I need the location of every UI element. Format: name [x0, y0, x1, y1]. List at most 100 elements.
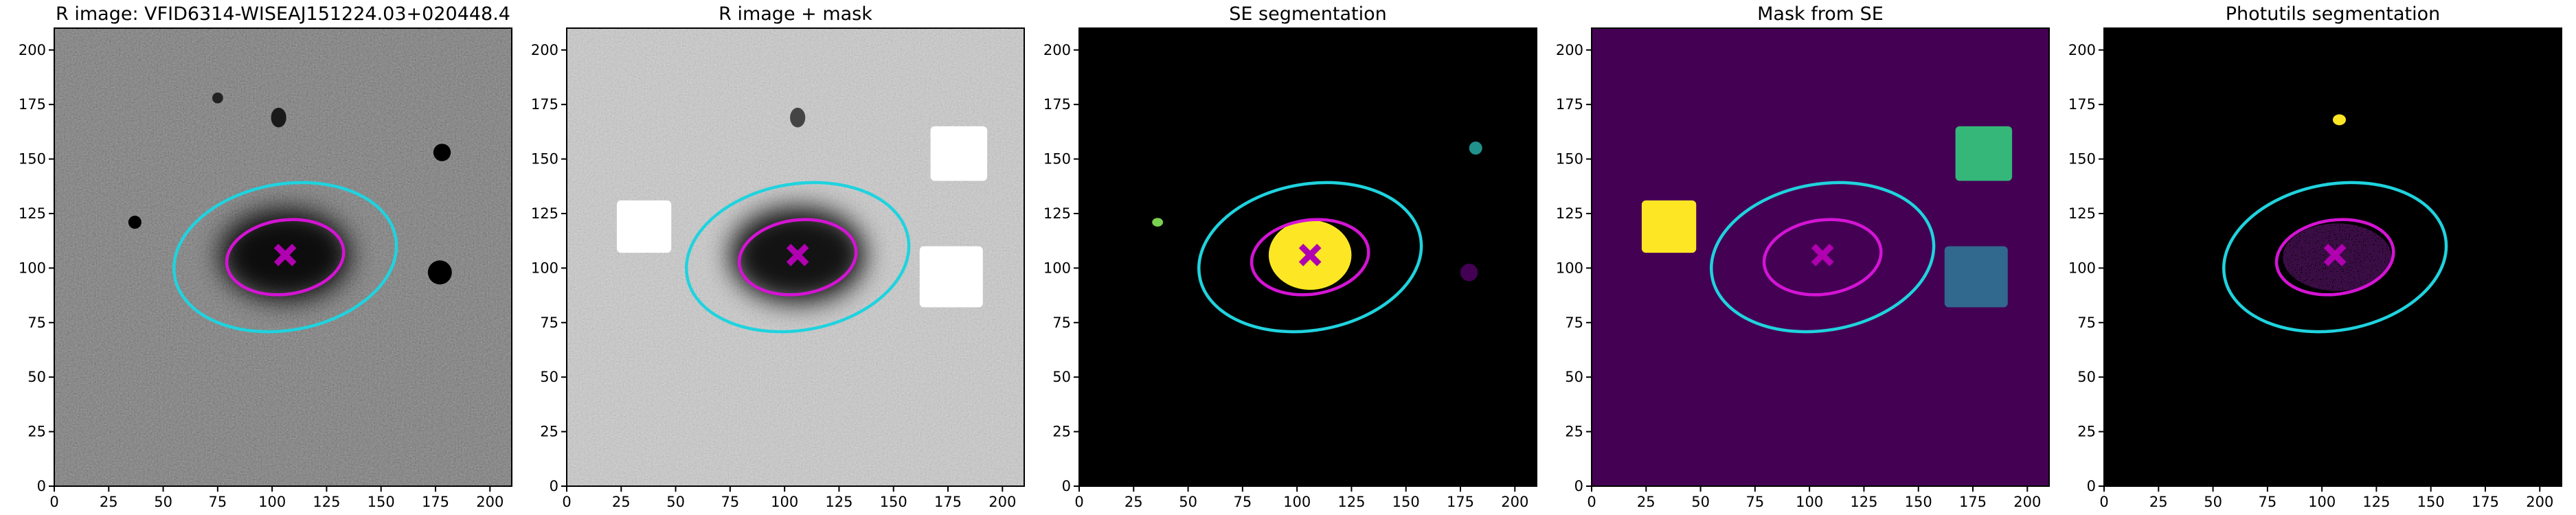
x-tick-label: 0: [562, 494, 571, 510]
axes-frame: [566, 27, 1025, 487]
x-tick-label: 150: [880, 494, 907, 510]
y-tick-label: 150: [1043, 151, 1071, 168]
y-tick-label: 175: [1556, 96, 1583, 113]
y-tick-label: 75: [540, 314, 558, 331]
x-tick-label: 150: [368, 494, 395, 510]
panel: R image: VFID6314-WISEAJ151224.03+020448…: [19, 3, 512, 510]
source: [2333, 114, 2347, 126]
source: [1460, 264, 1478, 282]
x-tick-label: 50: [1691, 494, 1710, 510]
x-tick-label: 200: [476, 494, 504, 510]
aperture-ellipse: [1710, 181, 1936, 334]
mask-region: [1944, 246, 2008, 308]
x-tick-label: 100: [2308, 494, 2336, 510]
panel-title: Mask from SE: [1757, 3, 1884, 25]
y-tick-label: 0: [2087, 478, 2096, 494]
panel: Mask from SE 0 25 50 75 100 125 150 175 200 0 25 50 7…: [1556, 3, 2050, 510]
axes-frame: [1078, 27, 1537, 487]
source: [1469, 141, 1482, 155]
aperture-ellipse: [1762, 218, 1883, 297]
panel-title: R image: VFID6314-WISEAJ151224.03+020448…: [56, 3, 510, 25]
x-tick-label: 25: [612, 494, 631, 510]
mask-region: [919, 246, 983, 308]
axes-frame: [2103, 27, 2562, 487]
y-tick-label: 200: [531, 42, 558, 58]
y-tick-label: 150: [531, 151, 558, 168]
y-tick-label: 75: [2077, 314, 2096, 331]
axes-frame: [54, 27, 512, 487]
center-marker: [786, 243, 809, 266]
x-tick-label: 50: [154, 494, 172, 510]
x-tick-label: 175: [2472, 494, 2499, 510]
source: [128, 216, 142, 229]
y-tick-label: 75: [27, 314, 46, 331]
x-tick-label: 100: [1283, 494, 1311, 510]
source: [433, 144, 451, 161]
x-tick-label: 50: [2204, 494, 2222, 510]
center-marker: [273, 243, 297, 266]
x-tick-label: 25: [1637, 494, 1656, 510]
center-marker: [1811, 243, 1834, 266]
source: [427, 260, 452, 285]
x-tick-label: 150: [2417, 494, 2445, 510]
x-tick-label: 75: [1233, 494, 1252, 510]
panel: SE segmentation 0 25 50 75 100 125 150 175 200 0 25…: [1043, 3, 1537, 510]
aperture-ellipse: [1197, 181, 1423, 334]
y-tick-label: 200: [1043, 42, 1071, 58]
x-tick-label: 100: [1796, 494, 1823, 510]
x-tick-label: 0: [1587, 494, 1596, 510]
image-area: [2104, 28, 2562, 486]
center-marker: [2323, 243, 2347, 266]
x-tick-label: 75: [2258, 494, 2276, 510]
y-tick-label: 125: [1556, 205, 1583, 222]
x-tick-label: 50: [666, 494, 685, 510]
x-tick-label: 175: [1447, 494, 1474, 510]
x-tick-label: 200: [1501, 494, 1528, 510]
aperture-ellipse: [2274, 218, 2395, 297]
x-tick-label: 200: [2013, 494, 2041, 510]
x-tick-label: 25: [2149, 494, 2168, 510]
y-tick-label: 0: [37, 478, 46, 494]
image-area: [1592, 28, 2049, 486]
y-tick-label: 100: [531, 260, 558, 276]
y-tick-label: 50: [540, 369, 558, 385]
y-tick-label: 175: [19, 96, 46, 113]
panel-title: Photutils segmentation: [2226, 3, 2441, 25]
y-tick-label: 100: [19, 260, 46, 276]
x-tick-label: 175: [422, 494, 449, 510]
x-tick-label: 175: [934, 494, 962, 510]
y-tick-label: 150: [2068, 151, 2096, 168]
y-tick-label: 25: [2077, 424, 2096, 440]
y-tick-label: 125: [19, 205, 46, 222]
x-tick-label: 0: [2099, 494, 2108, 510]
x-tick-label: 0: [49, 494, 58, 510]
x-tick-label: 200: [988, 494, 1016, 510]
source: [212, 92, 223, 104]
y-tick-label: 25: [27, 424, 46, 440]
y-tick-label: 125: [2068, 205, 2096, 222]
y-tick-label: 175: [1043, 96, 1071, 113]
y-tick-label: 50: [1565, 369, 1583, 385]
y-tick-label: 100: [2068, 260, 2096, 276]
x-tick-label: 125: [825, 494, 852, 510]
y-tick-label: 175: [531, 96, 558, 113]
y-tick-label: 100: [1043, 260, 1071, 276]
y-tick-label: 200: [1556, 42, 1583, 58]
x-tick-label: 200: [2526, 494, 2553, 510]
x-tick-label: 100: [258, 494, 286, 510]
y-tick-label: 75: [1565, 314, 1583, 331]
source: [271, 107, 286, 128]
y-tick-label: 75: [1052, 314, 1071, 331]
y-tick-label: 200: [19, 42, 46, 58]
source: [1152, 218, 1164, 227]
y-tick-label: 200: [2068, 42, 2096, 58]
y-tick-label: 125: [1043, 205, 1071, 222]
image-area: [567, 28, 1024, 486]
image-area: [1079, 28, 1537, 486]
y-tick-label: 50: [27, 369, 46, 385]
aperture-ellipse: [172, 181, 398, 334]
y-tick-label: 50: [2077, 369, 2096, 385]
x-tick-label: 75: [208, 494, 227, 510]
x-tick-label: 125: [1850, 494, 1877, 510]
